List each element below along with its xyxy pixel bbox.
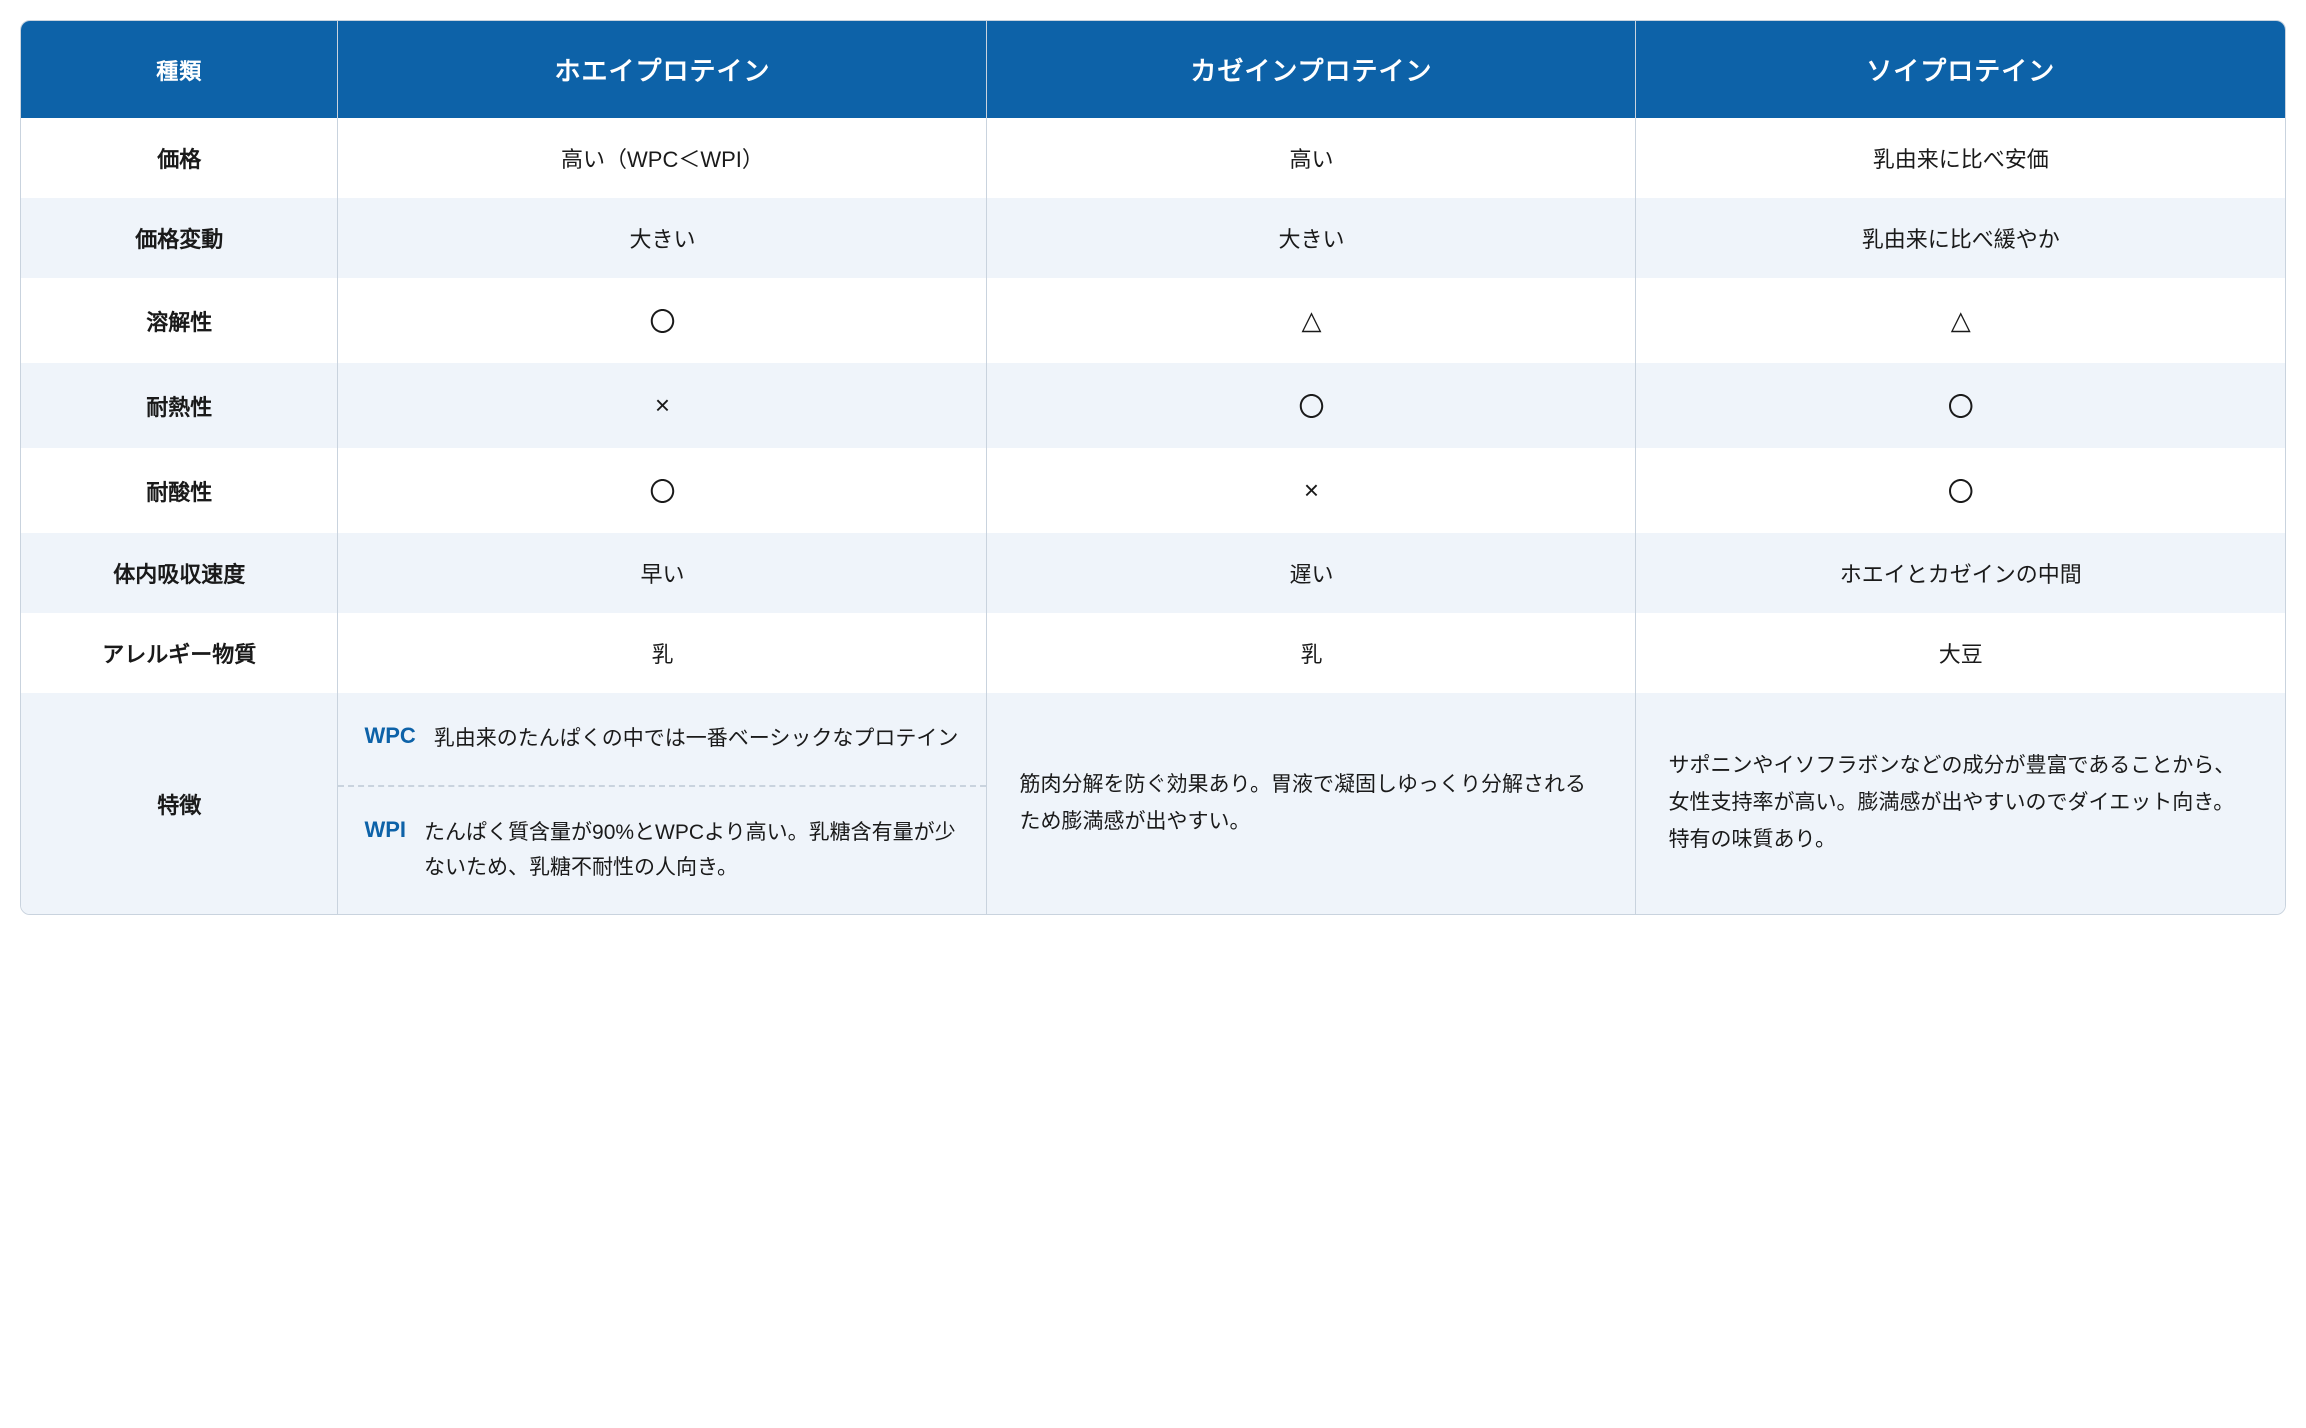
wpi-text: たんぱく質含量が90%とWPCより高い。乳糖含有量が少ないため、乳糖不耐性の人向… bbox=[424, 815, 960, 886]
table-row: アレルギー物質 乳 乳 大豆 bbox=[21, 613, 2285, 693]
table-row: 価格変動 大きい 大きい 乳由来に比べ緩やか bbox=[21, 198, 2285, 278]
cell: 〇 bbox=[338, 278, 987, 363]
cell: 大きい bbox=[987, 198, 1636, 278]
cell: 乳 bbox=[338, 613, 987, 693]
cell: × bbox=[338, 363, 987, 448]
wpi-label: WPI bbox=[364, 815, 406, 843]
cell: 大きい bbox=[338, 198, 987, 278]
table-header-row: 種類 ホエイプロテイン カゼインプロテイン ソイプロテイン bbox=[21, 21, 2285, 118]
row-label-absorption: 体内吸収速度 bbox=[21, 533, 338, 613]
table: 種類 ホエイプロテイン カゼインプロテイン ソイプロテイン 価格 高い（WPC＜… bbox=[21, 21, 2285, 914]
cell: 乳由来に比べ緩やか bbox=[1636, 198, 2285, 278]
feature-whey-wpc: WPC 乳由来のたんぱくの中では一番ベーシックなプロテイン bbox=[338, 693, 986, 785]
row-label-acid: 耐酸性 bbox=[21, 448, 338, 533]
cell: 〇 bbox=[1636, 448, 2285, 533]
feature-whey-wpi: WPI たんぱく質含量が90%とWPCより高い。乳糖含有量が少ないため、乳糖不耐… bbox=[338, 785, 986, 914]
cell: 高い（WPC＜WPI） bbox=[338, 118, 987, 198]
cell: 大豆 bbox=[1636, 613, 2285, 693]
cell: ホエイとカゼインの中間 bbox=[1636, 533, 2285, 613]
wpc-label: WPC bbox=[364, 721, 415, 749]
cell: × bbox=[987, 448, 1636, 533]
row-label-price-change: 価格変動 bbox=[21, 198, 338, 278]
table-row: 耐熱性 × 〇 〇 bbox=[21, 363, 2285, 448]
table-row: 耐酸性 〇 × 〇 bbox=[21, 448, 2285, 533]
cell: 遅い bbox=[987, 533, 1636, 613]
header-soy: ソイプロテイン bbox=[1636, 21, 2285, 118]
header-type: 種類 bbox=[21, 21, 338, 118]
feature-whey: WPC 乳由来のたんぱくの中では一番ベーシックなプロテイン WPI たんぱく質含… bbox=[338, 693, 987, 914]
row-label-heat: 耐熱性 bbox=[21, 363, 338, 448]
row-label-allergen: アレルギー物質 bbox=[21, 613, 338, 693]
header-casein: カゼインプロテイン bbox=[987, 21, 1636, 118]
protein-comparison-table: 種類 ホエイプロテイン カゼインプロテイン ソイプロテイン 価格 高い（WPC＜… bbox=[20, 20, 2286, 915]
cell: △ bbox=[1636, 278, 2285, 363]
table-row: 価格 高い（WPC＜WPI） 高い 乳由来に比べ安価 bbox=[21, 118, 2285, 198]
row-label-solubility: 溶解性 bbox=[21, 278, 338, 363]
header-whey: ホエイプロテイン bbox=[338, 21, 987, 118]
wpc-text: 乳由来のたんぱくの中では一番ベーシックなプロテイン bbox=[434, 721, 961, 757]
cell: 高い bbox=[987, 118, 1636, 198]
cell: 〇 bbox=[987, 363, 1636, 448]
feature-soy: サポニンやイソフラボンなどの成分が豊富であることから、女性支持率が高い。膨満感が… bbox=[1636, 693, 2285, 914]
cell: 早い bbox=[338, 533, 987, 613]
table-row: 体内吸収速度 早い 遅い ホエイとカゼインの中間 bbox=[21, 533, 2285, 613]
row-label-price: 価格 bbox=[21, 118, 338, 198]
cell: 〇 bbox=[338, 448, 987, 533]
feature-casein: 筋肉分解を防ぐ効果あり。胃液で凝固しゆっくり分解されるため膨満感が出やすい。 bbox=[987, 693, 1636, 914]
cell: 乳 bbox=[987, 613, 1636, 693]
cell: 乳由来に比べ安価 bbox=[1636, 118, 2285, 198]
row-label-feature: 特徴 bbox=[21, 693, 338, 914]
cell: 〇 bbox=[1636, 363, 2285, 448]
table-row-feature: 特徴 WPC 乳由来のたんぱくの中では一番ベーシックなプロテイン WPI たんぱ… bbox=[21, 693, 2285, 914]
cell: △ bbox=[987, 278, 1636, 363]
table-row: 溶解性 〇 △ △ bbox=[21, 278, 2285, 363]
